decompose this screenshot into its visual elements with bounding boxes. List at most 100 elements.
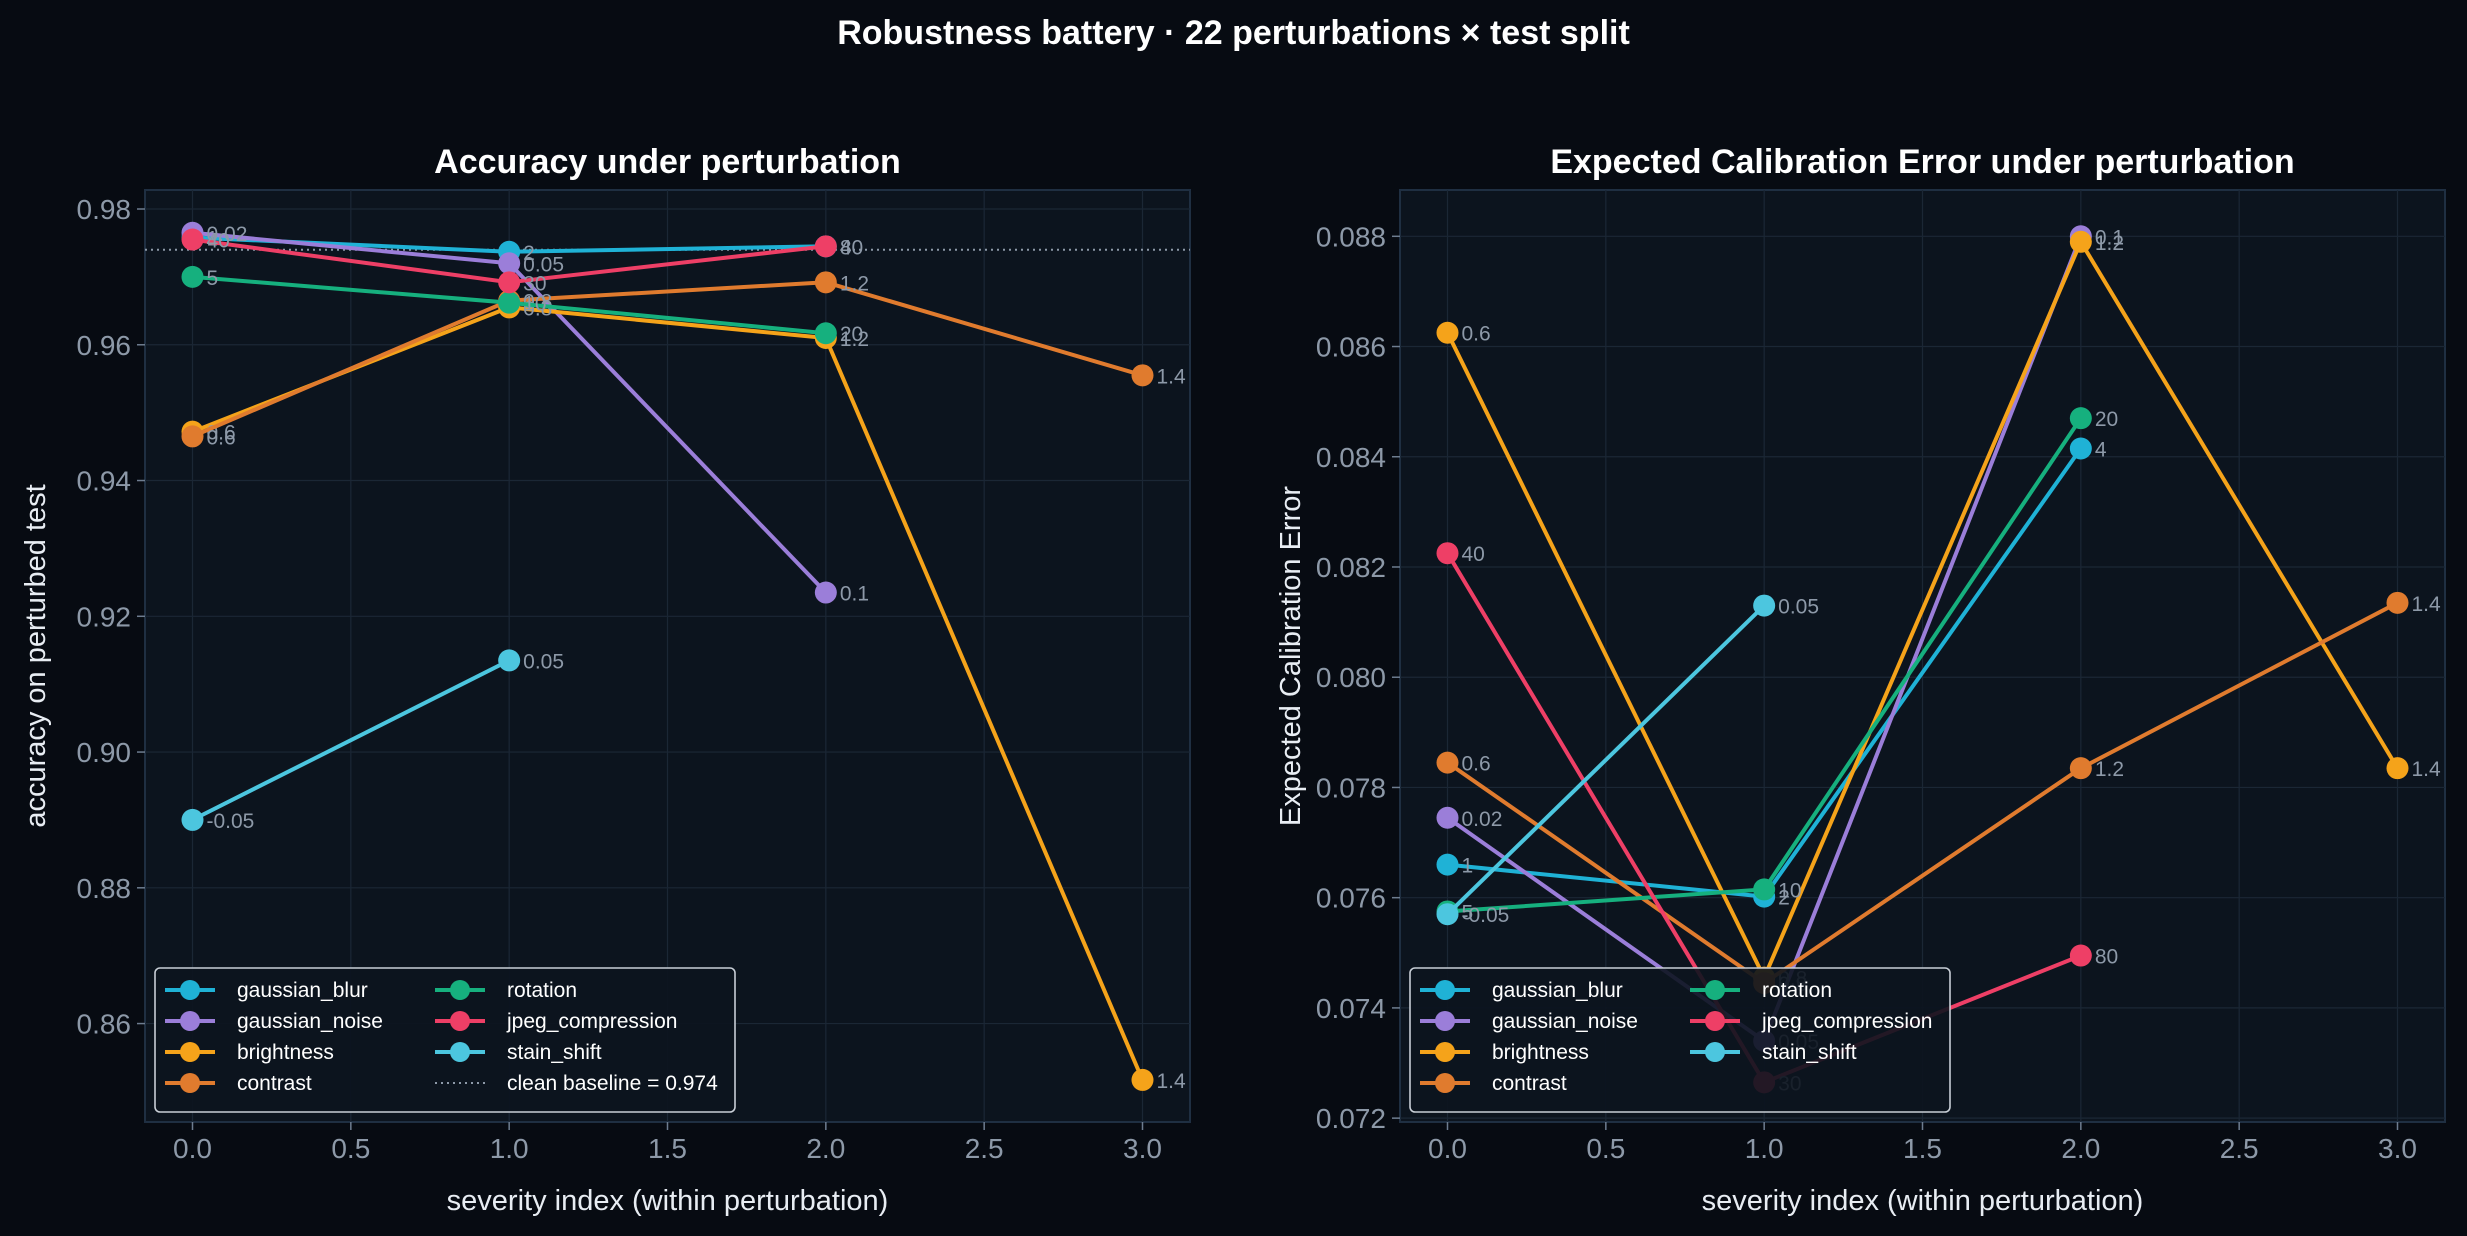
data-point-contrast <box>814 271 837 294</box>
figure-title: Robustness battery · 22 perturbations × … <box>837 14 1630 52</box>
legend-label: gaussian_noise <box>1492 1010 1638 1033</box>
legend-marker <box>450 1042 470 1062</box>
legend-box <box>1409 967 1951 1113</box>
data-point-gaussian_noise <box>498 252 521 275</box>
legend-marker <box>450 980 470 1000</box>
legend-label: gaussian_noise <box>237 1010 383 1033</box>
x-tick-label: 1.5 <box>648 1133 687 1164</box>
point-label-brightness: 1.4 <box>1157 1070 1187 1093</box>
legend-marker <box>1435 1073 1455 1093</box>
point-label-rotation: 20 <box>840 323 863 346</box>
legend-label: gaussian_blur <box>1492 979 1623 1002</box>
data-point-rotation <box>181 265 204 288</box>
point-label-gaussian_noise: 0.05 <box>523 253 564 276</box>
point-label-stain_shift: 0.05 <box>523 650 564 673</box>
data-point-rotation <box>1753 878 1776 901</box>
data-point-stain_shift <box>498 649 521 672</box>
data-point-brightness <box>1436 321 1459 344</box>
point-label-jpeg_compression: 40 <box>207 230 230 253</box>
series-line-contrast <box>1446 601 2399 986</box>
point-label-stain_shift: 0.05 <box>1778 596 1819 619</box>
data-point-contrast <box>2386 591 2409 614</box>
legend-label: brightness <box>237 1041 334 1064</box>
legend-label: stain_shift <box>507 1041 602 1064</box>
point-label-rotation: 10 <box>523 293 546 316</box>
point-label-contrast: 1.4 <box>1157 365 1187 388</box>
y-tick-label: 0.92 <box>77 601 132 632</box>
y-tick-label: 0.072 <box>1316 1103 1386 1134</box>
point-label-rotation: 5 <box>207 267 219 290</box>
point-label-contrast: 0.6 <box>1462 753 1491 776</box>
x-tick-label: 0.5 <box>331 1133 370 1164</box>
data-point-brightness <box>2386 757 2409 780</box>
data-point-contrast <box>1436 751 1459 774</box>
y-tick-label: 0.088 <box>1316 221 1386 252</box>
y-tick-label: 0.96 <box>77 330 132 361</box>
legend-label: gaussian_blur <box>237 979 368 1002</box>
data-point-gaussian_noise <box>814 581 837 604</box>
legend-label: clean baseline = 0.974 <box>507 1072 718 1095</box>
x-tick-label: 1.0 <box>1745 1133 1784 1164</box>
legend-label: rotation <box>507 979 577 1002</box>
point-label-brightness: 1.2 <box>2095 232 2124 255</box>
series-line-contrast <box>191 280 1144 439</box>
legend-marker <box>1435 1011 1455 1031</box>
data-point-jpeg_compression <box>2069 944 2092 967</box>
x-tick-label: 0.0 <box>1428 1133 1467 1164</box>
y-tick-label: 0.082 <box>1316 552 1386 583</box>
point-label-stain_shift: -0.05 <box>207 810 255 833</box>
data-point-rotation <box>2069 407 2092 430</box>
point-label-brightness: 0.6 <box>1462 323 1491 346</box>
data-point-stain_shift <box>1436 903 1459 926</box>
x-tick-label: 3.0 <box>1123 1133 1162 1164</box>
legend-marker <box>450 1011 470 1031</box>
data-point-rotation <box>498 291 521 314</box>
point-label-gaussian_blur: 4 <box>840 236 852 259</box>
data-point-brightness <box>1131 1068 1154 1091</box>
legend-label: contrast <box>237 1072 312 1095</box>
x-tick-label: 2.5 <box>965 1133 1004 1164</box>
x-axis-label: severity index (within perturbation) <box>1702 1185 2144 1217</box>
series-line-stain_shift <box>191 658 511 822</box>
legend-marker <box>180 1042 200 1062</box>
point-label-contrast: 0.6 <box>207 426 236 449</box>
legend-marker <box>180 980 200 1000</box>
chart-title: Expected Calibration Error under perturb… <box>1550 143 2294 181</box>
data-point-stain_shift <box>1753 594 1776 617</box>
legend-marker <box>1705 980 1725 1000</box>
point-label-gaussian_blur: 1 <box>1462 855 1474 878</box>
x-tick-label: 2.5 <box>2220 1133 2259 1164</box>
point-label-jpeg_compression: 40 <box>1462 543 1485 566</box>
legend-marker <box>1435 980 1455 1000</box>
legend-label: brightness <box>1492 1041 1589 1064</box>
x-axis-label: severity index (within perturbation) <box>447 1185 889 1217</box>
point-label-brightness: 1.4 <box>2412 758 2442 781</box>
ece-chart-panel: 0.0 0.5 1.0 1.5 2.0 2.5 3.0 0.072 0.074 0.076 0.07… <box>1275 143 2446 1217</box>
y-tick-label: 0.074 <box>1316 993 1386 1024</box>
point-label-brightness: 1.2 <box>840 328 869 351</box>
data-point-jpeg_compression <box>181 228 204 251</box>
x-tick-label: 0.5 <box>1586 1133 1625 1164</box>
x-tick-label: 1.0 <box>490 1133 529 1164</box>
legend-box <box>154 967 736 1113</box>
y-tick-label: 0.076 <box>1316 883 1386 914</box>
point-label-gaussian_blur: 1 <box>207 228 219 251</box>
legend-marker <box>1705 1042 1725 1062</box>
y-tick-label: 0.084 <box>1316 442 1386 473</box>
x-tick-label: 0.0 <box>173 1133 212 1164</box>
point-label-gaussian_blur: 2 <box>523 242 535 265</box>
point-label-rotation: 5 <box>1462 901 1474 924</box>
y-tick-label: 0.88 <box>77 873 132 904</box>
data-point-brightness <box>2069 230 2092 253</box>
y-tick-label: 0.86 <box>77 1009 132 1040</box>
point-label-rotation: 10 <box>1778 879 1801 902</box>
accuracy-chart-panel: 0.0 0.5 1.0 1.5 2.0 2.5 3.0 0.86 0.88 0.90 0.92 0.9… <box>20 143 1191 1217</box>
data-point-contrast <box>181 425 204 448</box>
data-point-rotation <box>814 322 837 345</box>
y-axis-label: accuracy on perturbed test <box>20 484 52 827</box>
chart-title: Accuracy under perturbation <box>434 143 901 181</box>
legend-marker <box>180 1011 200 1031</box>
legend-label: jpeg_compression <box>506 1010 677 1033</box>
point-label-gaussian_noise: 0.02 <box>1462 808 1503 831</box>
